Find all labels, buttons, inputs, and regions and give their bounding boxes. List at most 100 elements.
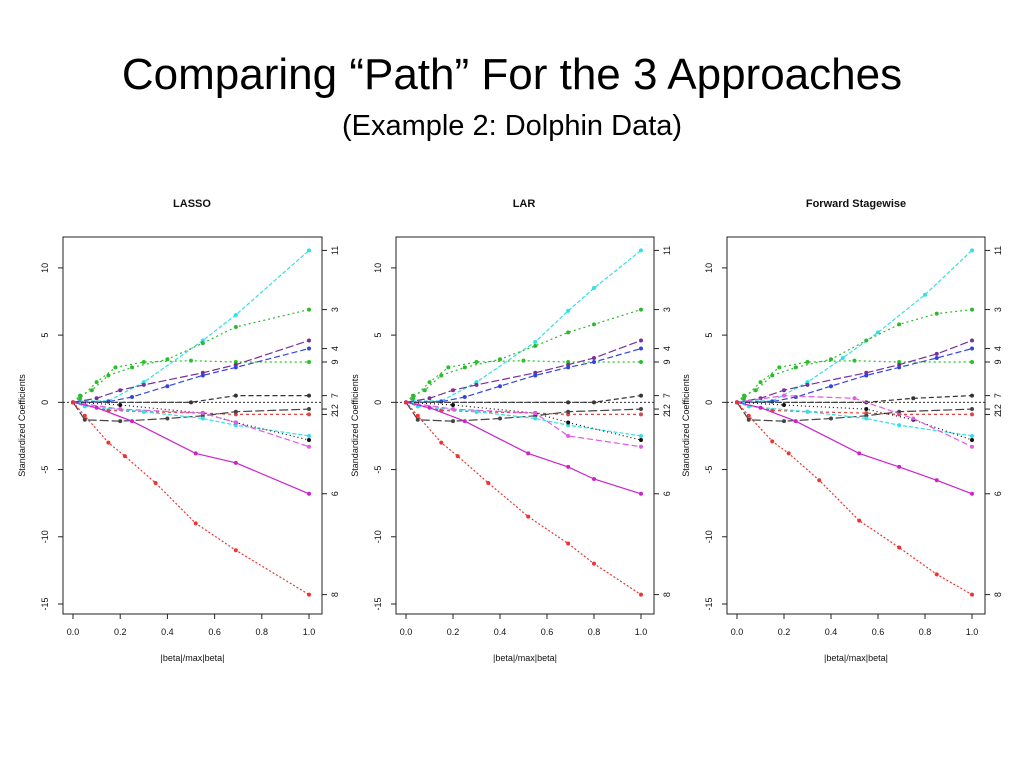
right-axis-label: 9	[662, 359, 672, 364]
series-point	[639, 393, 643, 398]
series-point	[639, 248, 643, 253]
y-tick-label: -5	[40, 466, 50, 474]
series-point	[486, 481, 491, 485]
series-point	[451, 419, 455, 424]
right-axis-label: 8	[330, 592, 340, 597]
series-point	[307, 433, 311, 438]
right-axis-label: 6	[330, 491, 340, 496]
series-point	[592, 400, 596, 405]
x-tick-label: 0.0	[400, 627, 413, 637]
series-point	[165, 357, 170, 362]
series-line-3	[736, 309, 973, 403]
series-point	[130, 365, 134, 370]
right-axis-label: 3	[993, 307, 1003, 312]
series-point	[857, 451, 862, 456]
series-point	[897, 423, 902, 428]
series-point	[474, 382, 479, 387]
series-point	[782, 388, 786, 393]
series-point	[521, 358, 526, 363]
x-tick-label: 0.8	[919, 627, 932, 637]
x-tick-label: 1.0	[635, 627, 648, 637]
series-point	[735, 400, 739, 405]
series-point	[307, 592, 311, 597]
series-point	[782, 403, 786, 408]
series-line-2	[72, 401, 309, 415]
y-tick-label: 10	[40, 263, 50, 273]
slide-subtitle: (Example 2: Dolphin Data)	[341, 110, 683, 142]
series-point	[864, 338, 869, 343]
series-point	[422, 388, 427, 393]
series-point	[200, 373, 205, 378]
series-point	[852, 396, 857, 401]
series-point	[451, 407, 455, 412]
x-tick-label: 0.4	[825, 627, 838, 637]
series-point	[970, 407, 974, 412]
series-line-12	[736, 401, 973, 437]
right-axis-label: 4	[993, 346, 1003, 351]
series-point	[451, 403, 455, 408]
series-point	[439, 440, 444, 445]
series-line-4	[736, 348, 973, 403]
series-point	[566, 308, 571, 313]
series-point	[94, 396, 99, 401]
right-axis-label: 12	[330, 404, 340, 414]
series-point	[193, 451, 198, 456]
series-point	[78, 396, 83, 401]
chart-panel-2: Forward Stagewise 0.0 0.2 0.4 0.6 0.8 1.0 |beta…	[681, 198, 1003, 663]
series-point	[451, 388, 455, 393]
x-tick-label: 0.6	[208, 627, 221, 637]
y-tick-label: -5	[373, 466, 383, 474]
right-axis-label: 7	[662, 393, 672, 398]
series-point	[200, 416, 205, 421]
series-point	[307, 248, 311, 253]
series-point	[533, 416, 538, 421]
series-point	[118, 419, 123, 424]
series-line-8	[736, 401, 973, 596]
series-point	[852, 358, 857, 363]
series-point	[639, 444, 643, 449]
series-point	[106, 399, 111, 404]
series-point	[934, 311, 939, 316]
series-point	[439, 399, 444, 404]
series-point	[782, 393, 786, 398]
series-point	[233, 312, 238, 317]
series-line-6	[405, 401, 642, 495]
series-point	[758, 380, 763, 385]
series-line-8	[72, 401, 310, 596]
plot-frame	[62, 236, 323, 615]
y-tick-label: -10	[704, 530, 714, 543]
series-line-4	[405, 348, 642, 403]
series-point	[911, 416, 916, 421]
series-point	[592, 322, 596, 327]
series-point	[307, 307, 311, 312]
series-point	[526, 451, 531, 456]
series-point	[970, 346, 974, 351]
series-point	[233, 365, 238, 370]
series-point	[970, 592, 974, 597]
series-line-6	[72, 401, 310, 495]
series-point	[911, 396, 916, 401]
series-point	[71, 400, 75, 405]
series-point	[94, 380, 99, 385]
series-line-7	[406, 395, 642, 403]
series-point	[118, 388, 123, 393]
series-point	[829, 416, 833, 421]
x-axis-label: |beta|/max|beta|	[824, 653, 888, 663]
series-point	[864, 407, 869, 412]
x-axis-label: |beta|/max|beta|	[161, 653, 225, 663]
series-point	[793, 365, 798, 370]
series-point	[498, 416, 502, 421]
series-line-11	[405, 249, 642, 403]
series-point	[829, 384, 833, 389]
series-point	[782, 419, 786, 424]
series-point	[233, 393, 238, 398]
series-point	[307, 346, 311, 351]
series-point	[427, 405, 432, 410]
series-point	[970, 248, 974, 253]
series-point	[970, 412, 974, 417]
series-point	[411, 396, 416, 401]
series-point	[200, 341, 205, 346]
series-point	[770, 399, 775, 404]
y-tick-label: -5	[704, 466, 714, 474]
series-point	[639, 338, 643, 343]
